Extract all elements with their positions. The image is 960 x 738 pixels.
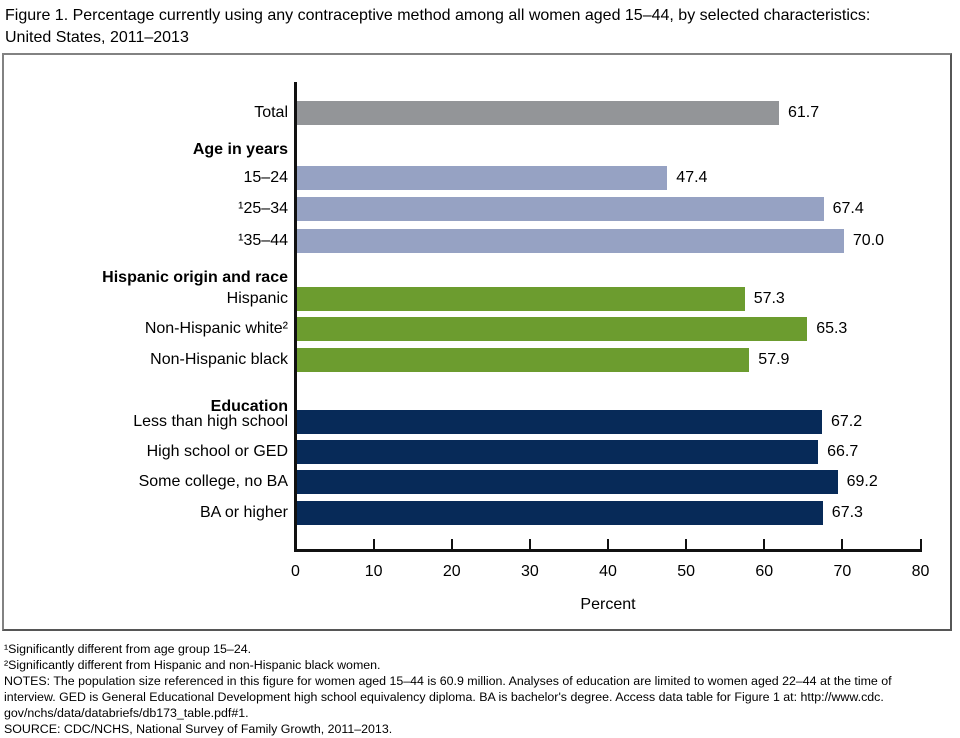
x-tick-label: 0 — [291, 563, 300, 580]
bar — [297, 348, 750, 372]
bar — [297, 197, 824, 221]
chart-panel: Percent Total 61.7 Age in years 15–24 47.4 ¹2… — [2, 53, 952, 631]
x-tick — [685, 539, 688, 549]
category-label: 15–24 — [243, 169, 289, 186]
category-label: Non-Hispanic white² — [144, 320, 288, 337]
category-label: Total — [254, 104, 288, 121]
bar — [297, 166, 668, 190]
y-axis-spine — [294, 82, 297, 552]
footnote-2: ²Significantly different from Hispanic a… — [4, 658, 381, 672]
x-tick-label: 30 — [520, 563, 539, 580]
category-label: High school or GED — [146, 443, 288, 460]
category-label: ¹35–44 — [238, 232, 288, 249]
x-tick-label: 80 — [911, 563, 930, 580]
footnote-source: SOURCE: CDC/NCHS, National Survey of Fam… — [4, 722, 393, 736]
bar-value-label: 65.3 — [816, 320, 848, 337]
footnote-1: ¹Significantly different from age group … — [4, 642, 252, 656]
footnotes: ¹Significantly different from age group … — [4, 641, 956, 737]
x-tick — [841, 539, 844, 549]
figure-title-line-1: Figure 1. Percentage currently using any… — [5, 7, 871, 24]
bar-value-label: 57.3 — [753, 290, 785, 307]
x-tick-label: 10 — [364, 563, 383, 580]
category-label: Some college, no BA — [138, 473, 288, 490]
x-tick-label: 20 — [442, 563, 461, 580]
bar — [297, 317, 808, 341]
group-header: Education — [210, 398, 288, 415]
bar-value-label: 69.2 — [846, 473, 878, 490]
x-tick — [919, 539, 922, 549]
category-label: Non-Hispanic black — [150, 351, 288, 368]
group-header: Hispanic origin and race — [102, 269, 288, 286]
group-header: Age in years — [192, 141, 288, 158]
bar-value-label: 70.0 — [852, 232, 885, 249]
x-tick — [372, 539, 375, 549]
footnote-notes-line-2: interview. GED is General Educational De… — [4, 690, 884, 704]
x-tick-label: 40 — [599, 563, 617, 580]
x-tick — [528, 539, 531, 549]
category-label: Hispanic — [226, 290, 288, 307]
figure-title: Figure 1. Percentage currently using any… — [5, 5, 955, 49]
bar — [297, 410, 822, 434]
bar-value-label: 66.7 — [827, 443, 859, 460]
bar-value-label: 47.4 — [676, 169, 708, 186]
category-label: ¹25–34 — [238, 200, 288, 217]
category-label: BA or higher — [199, 504, 288, 521]
figure-title-line-2: United States, 2011–2013 — [5, 29, 189, 46]
x-tick — [763, 539, 766, 549]
bar-value-label: 57.9 — [758, 351, 790, 368]
bar-value-label: 61.7 — [788, 104, 820, 121]
x-tick-label: 60 — [755, 563, 774, 580]
footnote-notes-line-3: gov/nchs/data/databriefs/db173_table.pdf… — [4, 706, 249, 720]
x-tick-label: 50 — [677, 563, 696, 580]
bar — [297, 229, 844, 253]
footnote-notes-line-1: NOTES: The population size referenced in… — [4, 674, 892, 688]
bar-value-label: 67.2 — [831, 413, 863, 430]
bar — [297, 287, 745, 311]
x-axis-title: Percent — [580, 596, 636, 613]
bar — [297, 501, 823, 525]
bar-value-label: 67.4 — [832, 200, 864, 217]
bar-value-label: 67.3 — [831, 504, 863, 521]
x-axis-line — [294, 549, 922, 552]
category-label: Less than high school — [133, 413, 288, 430]
x-tick — [450, 539, 453, 549]
bar — [297, 470, 838, 494]
x-tick — [607, 539, 609, 549]
bar — [297, 101, 779, 125]
bar — [297, 440, 819, 464]
x-tick-label: 70 — [833, 563, 852, 580]
